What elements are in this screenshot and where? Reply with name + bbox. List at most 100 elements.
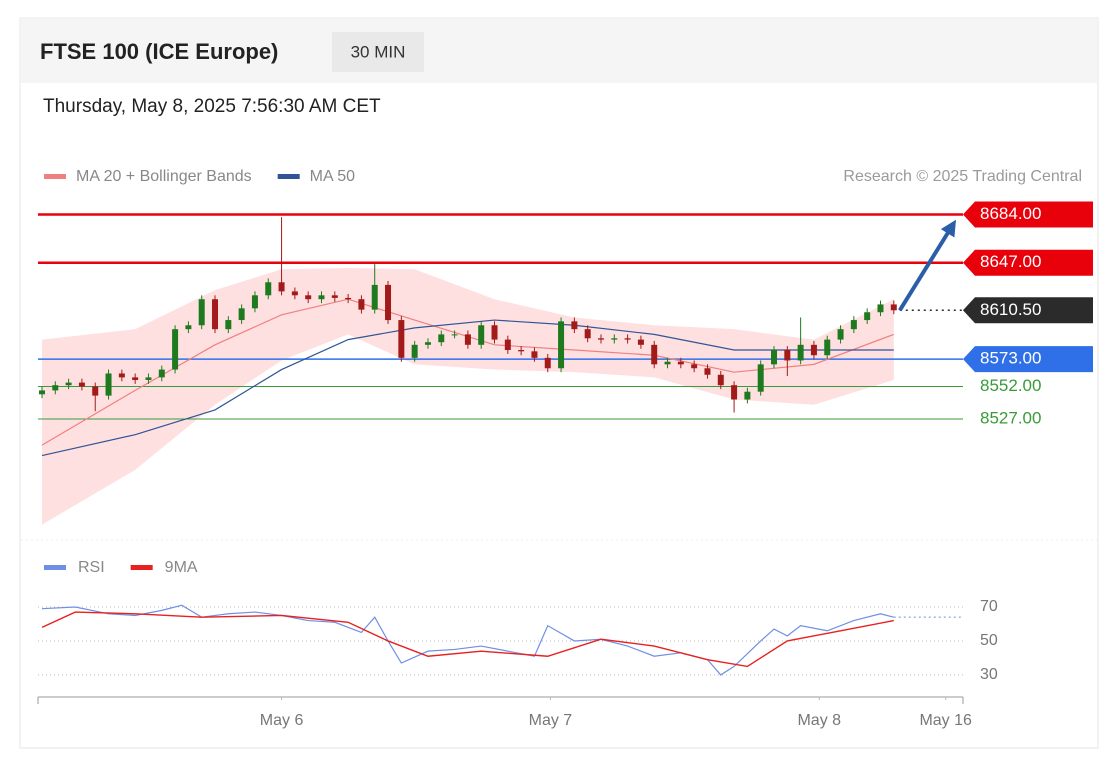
candle-body (92, 386, 99, 396)
x-tick-label: May 8 (797, 712, 841, 729)
legend-label: RSI (78, 559, 105, 576)
legend-label: MA 50 (310, 168, 355, 185)
candle-body (677, 361, 684, 365)
candle-body (757, 364, 764, 392)
level-label: 8573.00 (980, 349, 1041, 368)
legend-label: MA 20 + Bollinger Bands (76, 168, 252, 185)
candle-body (65, 382, 72, 386)
level-badge (963, 249, 1093, 276)
candle-body (398, 320, 405, 358)
candle-body (824, 339, 831, 356)
candle-body (118, 373, 125, 378)
candle-body (464, 334, 471, 345)
candle-body (251, 295, 258, 309)
legend-swatch (277, 174, 300, 179)
candle-body (52, 385, 59, 391)
level-badge (963, 346, 1093, 373)
level-label: 8527.00 (980, 409, 1041, 428)
candle-body (784, 350, 791, 361)
interval-badge (332, 32, 424, 72)
x-tick-label: May 16 (919, 712, 972, 729)
candle-body (145, 377, 152, 380)
header-bar (21, 19, 1097, 83)
candle-body (305, 295, 312, 300)
legend-swatch (44, 174, 66, 179)
candle-body (78, 382, 85, 387)
level-label: 8684.00 (980, 204, 1041, 223)
candle-body (544, 357, 551, 369)
candle-body (850, 320, 857, 330)
candle-body (531, 351, 538, 358)
title: FTSE 100 (ICE Europe) (40, 39, 278, 64)
candle-body (797, 344, 804, 361)
candle-body (504, 339, 511, 351)
x-tick-label: May 6 (260, 712, 304, 729)
candle-body (105, 373, 112, 396)
candle-body (518, 350, 525, 352)
legend-swatch (130, 565, 153, 570)
candle-body (571, 321, 578, 330)
interval: 30 MIN (351, 42, 406, 61)
candle-body (38, 390, 45, 395)
candle-body (371, 284, 378, 310)
level-badge (963, 201, 1093, 228)
candle-body (651, 344, 658, 365)
legend-swatch (44, 565, 66, 570)
y-tick-label: 70 (980, 598, 998, 615)
candle-body (438, 334, 445, 343)
candle-body (225, 320, 232, 330)
candle-body (331, 295, 338, 298)
timestamp: Thursday, May 8, 2025 7:56:30 AM CET (43, 96, 381, 117)
forecast-arrow (898, 219, 957, 312)
candle-body (358, 299, 365, 310)
y-tick-label: 30 (980, 666, 998, 683)
candle-body (597, 338, 604, 340)
candle-body (624, 338, 631, 340)
candle-body (810, 344, 817, 356)
candle-body (238, 308, 245, 321)
ma-line (41, 319, 894, 457)
indicator-line (41, 611, 894, 668)
candle-body (744, 391, 751, 400)
candle-body (185, 325, 192, 330)
candle-body (837, 329, 844, 340)
candle-body (890, 304, 897, 311)
candle-body (345, 297, 352, 300)
candle-body (691, 364, 698, 369)
x-tick-label: May 7 (529, 712, 573, 729)
candle-body (265, 282, 272, 296)
candle-body (478, 325, 485, 345)
candle-body (704, 368, 711, 375)
candle-body (637, 339, 644, 345)
candle-body (318, 295, 325, 300)
legend-label: 9MA (165, 559, 198, 576)
candle-body (158, 369, 165, 378)
bollinger-band (41, 267, 894, 525)
candle-body (198, 299, 205, 326)
candle-body (172, 329, 179, 370)
level-label: 8552.00 (980, 376, 1041, 395)
candle-body (771, 350, 778, 365)
candle-body (491, 325, 498, 340)
candle-body (385, 284, 392, 321)
candle-body (731, 385, 738, 400)
candle-body (558, 321, 565, 369)
level-label: 8647.00 (980, 252, 1041, 271)
candle-body (278, 282, 285, 292)
candle-body (212, 299, 219, 330)
candle-body (717, 374, 724, 386)
candle-body (611, 338, 618, 340)
candle-body (584, 329, 591, 339)
credit: Research © 2025 Trading Central (843, 168, 1082, 185)
candle-body (291, 291, 298, 296)
candle-body (132, 377, 139, 380)
candle-body (877, 304, 884, 313)
level-label: 8610.50 (980, 300, 1041, 319)
candle-body (864, 312, 871, 321)
candle-body (424, 342, 431, 345)
candle-body (411, 344, 418, 358)
level-badge (963, 297, 1093, 324)
candle-body (451, 334, 458, 336)
